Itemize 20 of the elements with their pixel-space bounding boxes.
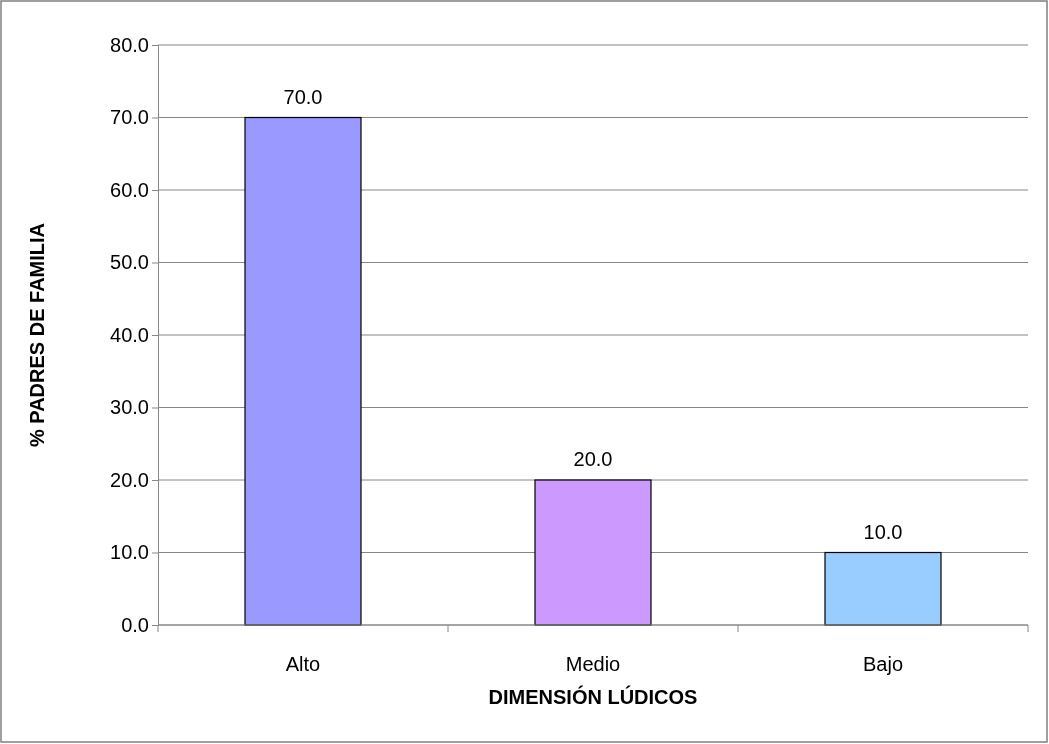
y-tick-label: 20.0 [110,468,149,491]
y-tick-label: 0.0 [121,613,149,636]
bar [244,116,362,626]
y-tick-label: 50.0 [110,251,149,274]
x-tick-label: Alto [285,653,321,675]
data-label: 20.0 [573,448,613,470]
bar [824,551,942,626]
data-label: 70.0 [283,85,323,108]
x-axis-title: DIMENSIÓN LÚDICOS [488,685,698,708]
data-label: 10.0 [863,520,903,543]
bar [534,479,652,626]
y-tick-label: 60.0 [110,178,149,201]
x-tick-label: Medio [565,653,621,675]
y-tick-label: 10.0 [110,541,149,564]
y-tick-label: 40.0 [110,323,149,346]
y-tick-label: 80.0 [110,33,149,56]
y-tick-label: 70.0 [110,106,149,129]
y-tick-label: 30.0 [110,396,149,419]
x-tick-label: Bajo [862,653,904,675]
y-axis-title: % PADRES DE FAMILIA [26,222,48,448]
